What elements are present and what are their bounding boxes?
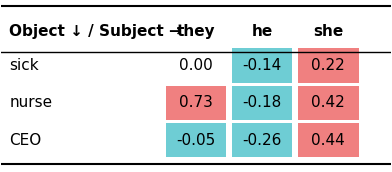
Text: 0.42: 0.42	[312, 95, 345, 110]
Text: -0.05: -0.05	[176, 133, 216, 148]
Text: she: she	[313, 24, 343, 39]
Text: 0.73: 0.73	[179, 95, 213, 110]
Text: 0.22: 0.22	[312, 58, 345, 73]
Text: they: they	[177, 24, 215, 39]
Text: 0.44: 0.44	[312, 133, 345, 148]
Text: he: he	[252, 24, 273, 39]
Text: -0.18: -0.18	[243, 95, 282, 110]
Text: 0.00: 0.00	[179, 58, 213, 73]
FancyBboxPatch shape	[166, 123, 226, 158]
Text: -0.14: -0.14	[243, 58, 282, 73]
FancyBboxPatch shape	[298, 48, 359, 83]
FancyBboxPatch shape	[166, 86, 226, 120]
Text: Object ↓ / Subject →: Object ↓ / Subject →	[9, 24, 182, 39]
Text: nurse: nurse	[9, 95, 52, 110]
Text: sick: sick	[9, 58, 39, 73]
Text: -0.26: -0.26	[243, 133, 282, 148]
FancyBboxPatch shape	[232, 48, 292, 83]
FancyBboxPatch shape	[298, 86, 359, 120]
Text: CEO: CEO	[9, 133, 42, 148]
FancyBboxPatch shape	[232, 86, 292, 120]
FancyBboxPatch shape	[232, 123, 292, 158]
FancyBboxPatch shape	[298, 123, 359, 158]
